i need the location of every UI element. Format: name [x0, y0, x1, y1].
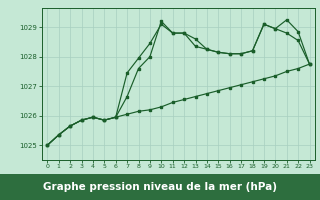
Text: Graphe pression niveau de la mer (hPa): Graphe pression niveau de la mer (hPa) [43, 182, 277, 192]
